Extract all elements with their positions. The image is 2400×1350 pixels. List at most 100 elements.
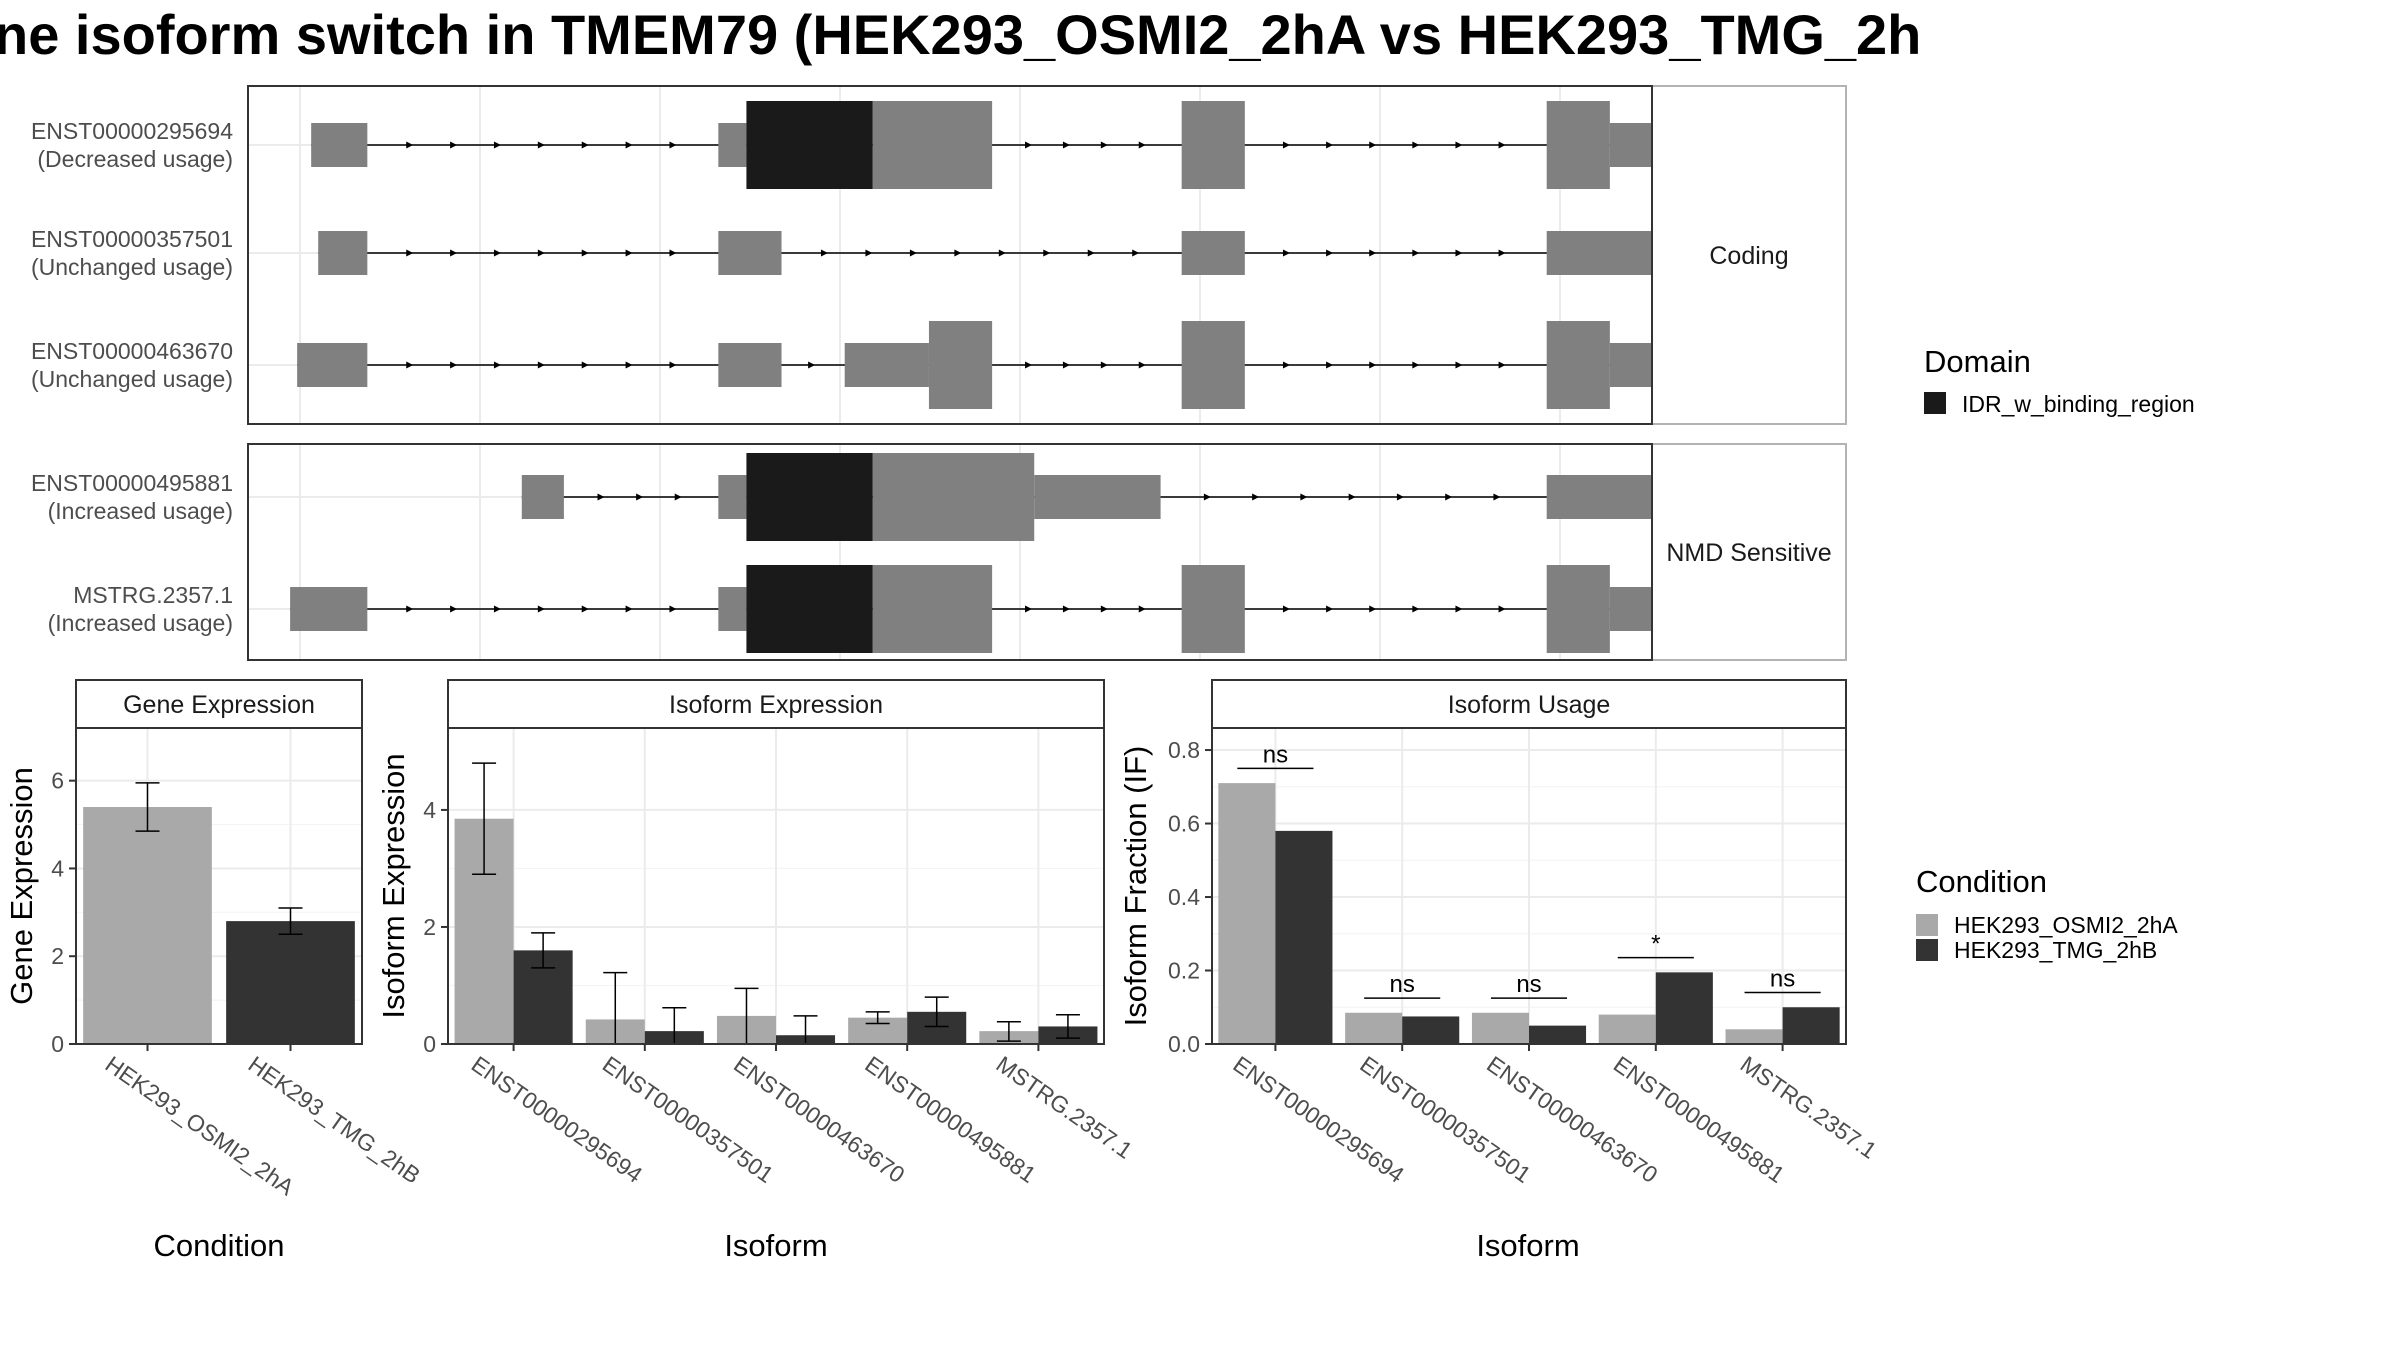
bar-charts: Gene Expression0246HEK293_OSMI2_2hAHEK29…	[4, 679, 1882, 1263]
error-bar	[996, 1021, 1021, 1042]
significance-label: ns	[1263, 741, 1288, 768]
transcript-id-label: MSTRG.2357.1	[73, 582, 233, 608]
bar	[1655, 972, 1713, 1044]
strand-arrow	[865, 249, 873, 257]
strand-arrow	[537, 141, 545, 149]
strand-arrow	[1062, 361, 1070, 369]
strand-arrow	[1282, 141, 1290, 149]
strand-arrow	[1498, 141, 1506, 149]
strand-arrow	[1348, 493, 1356, 501]
facet-strip	[75, 679, 363, 729]
exon	[718, 123, 747, 167]
strand-arrow	[1412, 141, 1420, 149]
strand-arrow	[1498, 605, 1506, 613]
bar	[83, 807, 212, 1044]
exon	[297, 343, 368, 387]
strand-arrow	[1326, 141, 1334, 149]
strand-arrow	[625, 249, 633, 257]
exon	[1546, 321, 1610, 409]
strand-arrow	[1326, 361, 1334, 369]
transcript-structure-panel: Coding ENST00000295694(Decreased usage) EN…	[31, 85, 1847, 661]
exon	[311, 123, 368, 167]
strand-arrow	[1493, 493, 1501, 501]
exon	[521, 475, 564, 519]
strand-arrow	[669, 249, 677, 257]
domain-legend-title: Domain	[1924, 344, 2031, 379]
strand-arrow	[1252, 493, 1260, 501]
transcript-usage-label: (Increased usage)	[48, 498, 233, 524]
transcript-id-label: ENST00000295694	[31, 118, 233, 144]
strand-arrow	[669, 361, 677, 369]
error-bar	[865, 1011, 890, 1025]
strand-arrow	[1369, 249, 1377, 257]
strand-arrow	[1138, 361, 1146, 369]
strand-arrow	[1043, 249, 1051, 257]
structure-panel-border	[247, 85, 1653, 425]
strand-arrow	[581, 141, 589, 149]
y-tick-label: 6	[51, 768, 64, 794]
strand-arrow	[406, 249, 414, 257]
transcript-usage-label: (Increased usage)	[48, 610, 233, 636]
strand-arrow	[1100, 361, 1108, 369]
error-bar	[135, 782, 160, 832]
bar	[1402, 1016, 1460, 1044]
strand-arrow	[1282, 361, 1290, 369]
strand-arrow	[1455, 141, 1463, 149]
significance-label: ns	[1390, 971, 1415, 998]
strand-arrow	[909, 249, 917, 257]
condition-legend-label: HEK293_OSMI2_2hA	[1954, 912, 2178, 938]
figure-title: ne isoform switch in TMEM79 (HEK293_OSMI…	[0, 3, 1921, 66]
domain-region	[746, 453, 873, 541]
transcript-id-label: ENST00000463670	[31, 338, 233, 364]
exon	[718, 475, 747, 519]
exon	[290, 587, 368, 631]
strand-arrow	[406, 605, 414, 613]
strand-arrow	[1326, 249, 1334, 257]
facet-label: NMD Sensitive	[1666, 539, 1831, 567]
y-tick-label: 0	[51, 1031, 64, 1057]
y-tick-label: 4	[51, 855, 64, 881]
strand-arrow	[1369, 361, 1377, 369]
exon	[718, 231, 782, 275]
y-axis-label: Isoform Expression	[376, 753, 411, 1018]
strand-arrow	[1203, 493, 1211, 501]
bar	[1529, 1025, 1587, 1044]
strand-arrow	[493, 605, 501, 613]
strand-arrow	[581, 249, 589, 257]
domain-legend-key	[1924, 392, 1946, 414]
bar	[1218, 783, 1276, 1044]
strand-arrow	[450, 361, 458, 369]
y-tick-label: 2	[423, 914, 436, 940]
strand-arrow	[669, 141, 677, 149]
bar	[1782, 1007, 1840, 1044]
strand-arrow	[450, 249, 458, 257]
condition-legend-key	[1916, 914, 1938, 936]
exon	[718, 343, 782, 387]
strand-arrow	[1100, 605, 1108, 613]
strand-arrow	[1455, 361, 1463, 369]
strand-arrow	[1062, 141, 1070, 149]
condition-legend-label: HEK293_TMG_2hB	[1954, 937, 2157, 963]
strand-arrow	[1138, 141, 1146, 149]
chart-title: Gene Expression	[123, 691, 315, 719]
domain-region	[746, 565, 873, 653]
exon	[844, 343, 929, 387]
y-tick-label: 0.4	[1168, 884, 1200, 910]
error-bar	[472, 762, 497, 876]
significance-label: *	[1651, 931, 1660, 958]
transcript-usage-label: (Unchanged usage)	[31, 366, 233, 392]
strand-arrow	[581, 605, 589, 613]
strand-arrow	[537, 605, 545, 613]
exon	[1546, 231, 1652, 275]
strand-arrow	[1369, 141, 1377, 149]
y-tick-label: 4	[423, 797, 436, 823]
strand-arrow	[1138, 605, 1146, 613]
bar	[1275, 830, 1333, 1044]
strand-arrow	[1087, 249, 1095, 257]
bar	[1598, 1014, 1656, 1044]
exon	[1181, 231, 1245, 275]
exon	[1609, 123, 1652, 167]
exon	[872, 101, 993, 189]
strand-arrow	[998, 249, 1006, 257]
strand-arrow	[1498, 361, 1506, 369]
